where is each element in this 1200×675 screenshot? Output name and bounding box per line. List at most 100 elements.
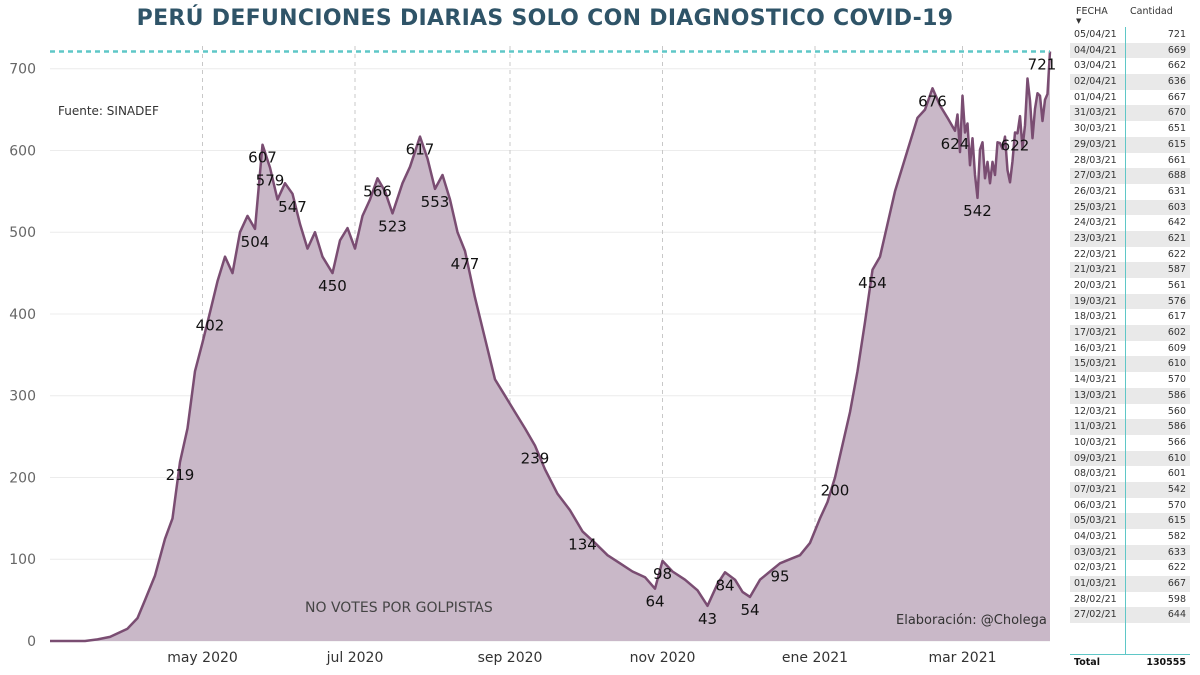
cell-value: 651 (1167, 123, 1186, 135)
data-label: 676 (918, 92, 947, 110)
cell-date: 17/03/21 (1074, 327, 1117, 339)
plot (50, 50, 1052, 643)
x-tick-label: mar 2021 (928, 650, 996, 666)
table-row: 06/03/21 570 (1070, 498, 1190, 514)
cell-date: 23/03/21 (1074, 232, 1117, 244)
table-row: 10/03/21 566 (1070, 435, 1190, 451)
source-note: Fuente: SINADEF (58, 104, 159, 118)
cell-value: 670 (1167, 107, 1186, 119)
cell-date: 10/03/21 (1074, 436, 1117, 448)
cell-value: 667 (1167, 578, 1186, 590)
data-label: 547 (278, 198, 307, 216)
cell-date: 04/04/21 (1074, 44, 1117, 56)
table-row: 05/04/21 721 (1070, 27, 1190, 43)
cell-value: 601 (1167, 468, 1186, 480)
data-label: 721 (1028, 56, 1057, 74)
table-row: 26/03/21 631 (1070, 184, 1190, 200)
cell-value: 566 (1167, 436, 1186, 448)
cell-date: 02/04/21 (1074, 76, 1117, 88)
cell-date: 25/03/21 (1074, 201, 1117, 213)
x-tick-label: jul 2020 (326, 650, 384, 666)
data-table: FECHA ▼ Cantidad 05/04/21 721 04/04/21 669 0… (1060, 0, 1200, 675)
data-label: 450 (318, 277, 347, 295)
table-row: 29/03/21 615 (1070, 136, 1190, 153)
data-label: 239 (521, 450, 550, 468)
cell-value: 688 (1167, 170, 1186, 182)
cell-date: 07/03/21 (1074, 483, 1117, 495)
cell-date: 20/03/21 (1074, 280, 1117, 291)
cell-value: 642 (1167, 217, 1186, 229)
cell-value: 560 (1167, 405, 1186, 417)
cell-value: 631 (1167, 185, 1186, 197)
data-label: 84 (715, 576, 734, 594)
cell-value: 570 (1167, 374, 1186, 386)
data-label: 43 (698, 610, 717, 628)
cell-value: 615 (1167, 515, 1186, 527)
cell-value: 561 (1167, 280, 1186, 291)
data-label: 504 (241, 233, 270, 251)
cell-date: 08/03/21 (1074, 468, 1117, 480)
column-header-cantidad[interactable]: Cantidad (1130, 6, 1173, 17)
cell-date: 05/04/21 (1074, 29, 1117, 40)
cell-value: 622 (1167, 248, 1186, 260)
table-row: 17/03/21 602 (1070, 325, 1190, 341)
table-row: 01/04/21 667 (1070, 90, 1190, 106)
table-row: 03/03/21 633 (1070, 544, 1190, 561)
table-row: 19/03/21 576 (1070, 293, 1190, 310)
cell-date: 14/03/21 (1074, 374, 1117, 386)
table-row: 25/03/21 603 (1070, 199, 1190, 216)
data-label: 579 (256, 172, 285, 190)
cell-date: 12/03/21 (1074, 405, 1117, 417)
y-tick-label: 700 (9, 62, 36, 78)
series-area (50, 51, 1050, 641)
sort-descending-icon[interactable]: ▼ (1076, 17, 1082, 25)
table-row: 23/03/21 621 (1070, 230, 1190, 247)
data-label: 622 (1001, 136, 1030, 154)
cell-value: 636 (1167, 76, 1186, 88)
table-body: 05/04/21 721 04/04/21 669 03/04/21 662 02/04/2… (1070, 27, 1190, 624)
table-row: 04/03/21 582 (1070, 529, 1190, 545)
x-tick-label: ene 2021 (782, 650, 848, 666)
cell-date: 19/03/21 (1074, 295, 1117, 307)
cell-date: 27/02/21 (1074, 609, 1117, 621)
data-label: 134 (568, 535, 597, 553)
column-header-fecha[interactable]: FECHA (1076, 6, 1108, 17)
x-tick-label: may 2020 (167, 650, 238, 666)
cell-date: 03/04/21 (1074, 60, 1117, 72)
data-label: 553 (421, 193, 450, 211)
table-row: 27/03/21 688 (1070, 168, 1190, 184)
cell-value: 633 (1167, 546, 1186, 558)
table-total-row: Total 130555 (1070, 654, 1190, 671)
table-row: 28/02/21 598 (1070, 592, 1190, 608)
table-row: 12/03/21 560 (1070, 404, 1190, 420)
cell-date: 01/04/21 (1074, 91, 1117, 103)
data-labels: 219 402 504 607 579 547 450 566 523 617 553 477 239 1… (166, 56, 1057, 628)
y-tick-label: 500 (9, 225, 36, 241)
table-row: 31/03/21 670 (1070, 105, 1190, 122)
cell-date: 11/03/21 (1074, 421, 1117, 433)
data-label: 617 (406, 141, 435, 159)
cell-value: 587 (1167, 264, 1186, 276)
table-row: 05/03/21 615 (1070, 513, 1190, 529)
data-label: 219 (166, 466, 195, 484)
data-label: 54 (740, 601, 759, 619)
series-line (50, 51, 1052, 643)
cell-date: 31/03/21 (1074, 107, 1117, 119)
cell-date: 30/03/21 (1074, 123, 1117, 135)
cell-date: 01/03/21 (1074, 578, 1117, 590)
data-label: 523 (378, 217, 407, 235)
table-row: 13/03/21 586 (1070, 387, 1190, 404)
cell-value: 621 (1167, 232, 1186, 244)
x-tick-label: nov 2020 (630, 650, 696, 666)
table-row: 03/04/21 662 (1070, 58, 1190, 74)
table-row: 28/03/21 661 (1070, 153, 1190, 169)
cell-date: 18/03/21 (1074, 311, 1117, 323)
cell-date: 24/03/21 (1074, 217, 1117, 229)
chart-area: 0 100 200 300 400 500 600 700 may 2020 jul 2020 se… (9, 46, 1057, 666)
data-label: 200 (821, 481, 850, 499)
total-label: Total (1074, 657, 1100, 668)
cell-value: 615 (1167, 138, 1186, 150)
cell-value: 598 (1167, 593, 1186, 605)
cell-date: 28/03/21 (1074, 154, 1117, 166)
cell-date: 06/03/21 (1074, 499, 1117, 511)
